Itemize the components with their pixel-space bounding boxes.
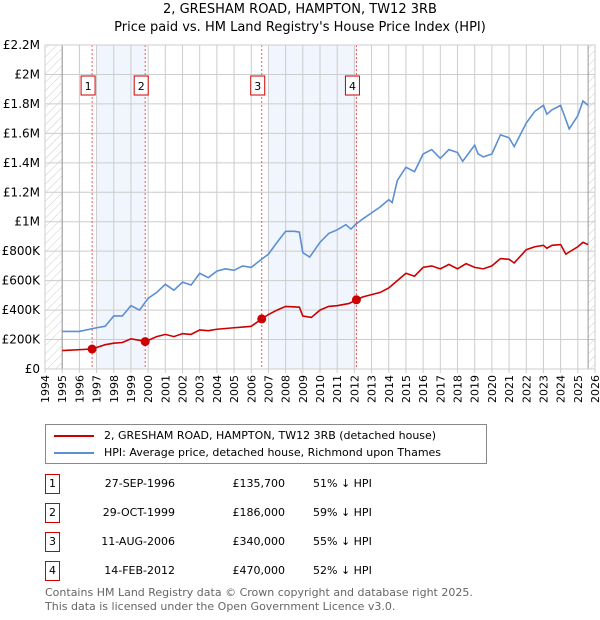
x-tick-label: 2026	[589, 375, 600, 403]
x-tick-label: 2008	[280, 375, 293, 403]
x-tick-label: 2016	[417, 375, 430, 403]
y-tick-label: £1.8M	[3, 97, 40, 111]
transaction-row: 2 29-OCT-1999 £186,000 59% ↓ HPI	[45, 503, 445, 523]
x-tick-label: 2022	[520, 375, 533, 403]
footer-line: This data is licensed under the Open Gov…	[45, 600, 396, 613]
transaction-number-badge: 2	[45, 503, 60, 523]
y-tick-label: £0	[25, 362, 40, 376]
hpi-series-line	[62, 99, 589, 333]
x-tick-label: 2001	[159, 375, 172, 403]
transaction-hpi-diff: 59% ↓ HPI	[313, 506, 372, 519]
y-tick-label: £1M	[14, 215, 40, 229]
x-tick-label: 2009	[297, 375, 310, 403]
legend-swatch-red	[54, 434, 94, 437]
transaction-date: 14-FEB-2012	[104, 564, 175, 577]
y-tick-label: £1.6M	[3, 126, 40, 140]
y-tick-label: £200K	[2, 333, 42, 347]
footer-line: Contains HM Land Registry data © Crown c…	[45, 586, 473, 599]
y-tick-label: £400K	[2, 303, 42, 317]
sale-number-label: 2	[138, 80, 145, 93]
x-tick-label: 1999	[125, 375, 138, 403]
x-tick-label: 2005	[228, 375, 241, 403]
transaction-hpi-diff: 52% ↓ HPI	[313, 564, 372, 577]
y-tick-label: £2M	[14, 67, 40, 81]
sale-point	[257, 314, 267, 324]
legend-swatch-blue	[54, 451, 94, 454]
transaction-date: 11-AUG-2006	[101, 535, 175, 548]
x-tick-label: 1995	[56, 375, 69, 403]
sale-number-box	[344, 75, 360, 96]
sale-number-box	[133, 75, 149, 96]
plot-border	[44, 44, 596, 370]
x-tick-label: 2007	[262, 375, 275, 403]
x-tick-label: 1998	[108, 375, 121, 403]
sale-number-box	[250, 75, 266, 96]
legend-item-hpi: HPI: Average price, detached house, Rich…	[54, 444, 441, 461]
transaction-price: £135,700	[232, 477, 286, 490]
transaction-price: £186,000	[232, 506, 286, 519]
sale-number-label: 1	[85, 80, 92, 93]
y-tick-label: £1.2M	[3, 185, 40, 199]
transaction-number-badge: 1	[45, 474, 60, 494]
x-tick-label: 2020	[486, 375, 499, 403]
x-tick-label: 2024	[555, 375, 568, 403]
y-tick-label: £800K	[2, 244, 42, 258]
hatched-range	[588, 45, 595, 369]
x-tick-label: 2018	[452, 375, 465, 403]
x-tick-label: 1994	[39, 375, 52, 403]
x-tick-label: 2006	[245, 375, 258, 403]
x-tick-label: 1996	[73, 375, 86, 403]
legend-item-property: 2, GRESHAM ROAD, HAMPTON, TW12 3RB (deta…	[54, 427, 436, 444]
transaction-date: 29-OCT-1999	[102, 506, 175, 519]
sale-number-label: 3	[254, 80, 261, 93]
transaction-date: 27-SEP-1996	[104, 477, 175, 490]
x-tick-label: 2025	[572, 375, 585, 403]
transaction-number-badge: 3	[45, 532, 60, 552]
x-tick-label: 2003	[194, 375, 207, 403]
transaction-number-badge: 4	[45, 561, 60, 581]
x-tick-label: 2012	[348, 375, 361, 403]
transaction-row: 3 11-AUG-2006 £340,000 55% ↓ HPI	[45, 532, 445, 552]
chart-title: 2, GRESHAM ROAD, HAMPTON, TW12 3RB	[163, 2, 437, 17]
transaction-row: 1 27-SEP-1996 £135,700 51% ↓ HPI	[45, 474, 445, 494]
legend: 2, GRESHAM ROAD, HAMPTON, TW12 3RB (deta…	[45, 424, 487, 464]
x-tick-label: 2010	[314, 375, 327, 403]
shaded-range	[268, 45, 357, 369]
x-tick-label: 2002	[177, 375, 190, 403]
y-tick-label: £1.4M	[3, 156, 40, 170]
x-tick-label: 2004	[211, 375, 224, 403]
x-tick-label: 2017	[434, 375, 447, 403]
sale-point	[87, 344, 97, 354]
x-tick-label: 2011	[331, 375, 344, 403]
x-tick-label: 2013	[366, 375, 379, 403]
property-series-line	[62, 241, 589, 352]
price-chart: 1994 1995 1996 1997 1998 1999 2000 2001 2002 2003…	[2, 38, 600, 403]
x-tick-label: 2015	[400, 375, 413, 403]
transaction-price: £470,000	[232, 564, 286, 577]
x-tick-label: 1997	[91, 375, 104, 403]
legend-label: 2, GRESHAM ROAD, HAMPTON, TW12 3RB (deta…	[104, 429, 437, 442]
transaction-hpi-diff: 51% ↓ HPI	[313, 477, 372, 490]
shaded-range	[96, 45, 146, 369]
y-tick-label: £2.2M	[3, 38, 40, 52]
chart-subtitle: Price paid vs. HM Land Registry's House …	[114, 20, 486, 35]
legend-label: HPI: Average price, detached house, Rich…	[104, 446, 442, 459]
x-tick-label: 2000	[142, 375, 155, 403]
hatched-range	[45, 45, 63, 369]
x-tick-label: 2023	[537, 375, 550, 403]
sale-number-box	[80, 75, 96, 96]
sale-point	[140, 337, 150, 347]
transaction-price: £340,000	[232, 535, 286, 548]
x-tick-label: 2021	[503, 375, 516, 403]
transaction-row: 4 14-FEB-2012 £470,000 52% ↓ HPI	[45, 561, 445, 581]
sale-point	[351, 295, 361, 305]
x-tick-label: 2014	[383, 375, 396, 403]
y-tick-label: £600K	[2, 274, 42, 288]
x-tick-label: 2019	[469, 375, 482, 403]
sale-number-label: 4	[349, 80, 356, 93]
transaction-hpi-diff: 55% ↓ HPI	[313, 535, 372, 548]
